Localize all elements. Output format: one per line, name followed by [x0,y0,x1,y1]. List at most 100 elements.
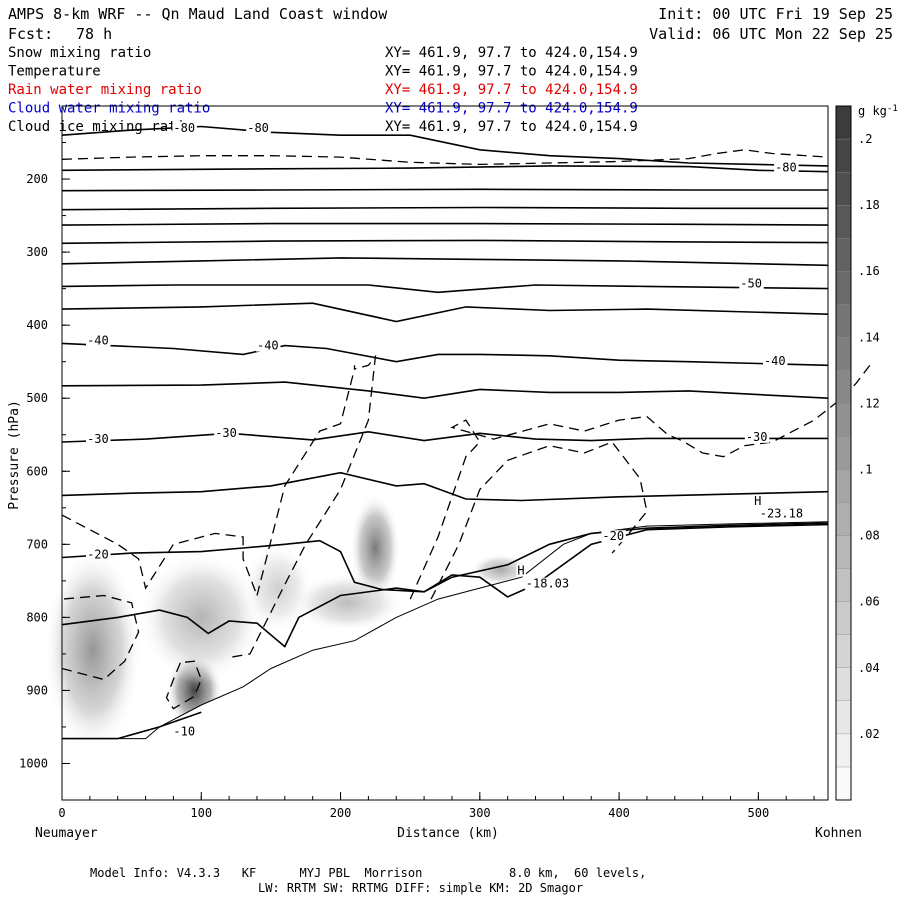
contour-label-bg [739,277,764,290]
colorbar-tick-label: .02 [858,727,880,741]
temp-contour [61,239,829,245]
contour-label: -50 [740,276,762,290]
y-tick-label: 1000 [19,756,48,770]
ice-contour [61,514,258,596]
contour-label: -20 [602,529,624,543]
field-xy: XY= 461.9, 97.7 to 424.0,154.9 [385,45,638,61]
contour-label: -40 [257,339,279,353]
field-name: Cloud water mixing ratio [8,101,210,117]
field-name: Rain water mixing ratio [8,82,202,98]
temp-contour [61,342,829,367]
colorbar-band [835,535,852,569]
ice-contour [61,594,140,681]
temperature-contours [61,125,829,740]
ice-contour [409,364,871,600]
contour-label-bg [744,430,770,443]
terrain-mask [62,521,828,800]
ice-contour [61,149,829,166]
y-tick-label: 200 [26,172,48,186]
contour-label: -30 [746,430,768,444]
temp-contour [61,206,828,211]
forecast-label: Fcst: [8,25,53,43]
y-tick-label: 500 [26,391,48,405]
colorbar-tick-label: .04 [858,661,880,675]
temp-contour [61,284,829,294]
x-right-label: Kohnen [815,826,862,841]
y-tick-label: 700 [26,537,48,551]
colorbar-band [835,667,852,702]
contour-label-bg [214,427,239,440]
snow-blob [138,551,264,684]
colorbar-band [835,436,852,470]
colorbar-band [835,271,852,305]
contour-label-bg [516,564,526,577]
colorbar-band [835,171,852,206]
colorbar-band [835,766,852,801]
snow-blob [43,547,142,753]
colorbar-tick-label: .12 [858,396,880,410]
temp-contour [61,523,829,648]
x-axis: 0 100 200 300 400 500 [58,792,815,820]
colorbar-band [835,204,852,239]
colorbar-frame [835,105,852,801]
temp-contour [61,471,829,502]
temp-contour [62,711,202,740]
ice-contour [228,354,377,659]
temp-contour [61,222,829,226]
temp-contour [61,430,828,443]
x-tick-label: 0 [58,806,65,820]
plot-frame [61,105,829,801]
contour-label-bg [601,530,626,543]
contour-label: -30 [215,426,237,440]
colorbar-tick-label: .2 [858,132,872,146]
colorbar-tick-label: .08 [858,529,880,543]
field-name: Temperature [8,64,101,80]
contour-label: -10 [173,724,195,738]
colorbar: .02 .04 .06 .08 .1 .12 .14 .16 .18 .2 [835,105,880,801]
field-xy: XY= 461.9, 97.7 to 424.0,154.9 [385,64,638,80]
contour-label-bg [172,121,197,134]
cloud-ice-contours [61,149,871,710]
colorbar-band [835,138,852,173]
contour-label: -80 [247,121,269,135]
colorbar-band [835,700,852,735]
contour-label: -40 [87,333,109,347]
model-info-physics: LW: RRTM SW: RRTMG DIFF: simple KM: 2D S… [258,881,583,895]
colorbar-band [835,733,852,768]
x-tick-label: 500 [748,806,770,820]
x-tick-label: 200 [330,806,352,820]
field-xy: XY= 461.9, 97.7 to 424.0,154.9 [385,119,638,135]
colorbar-band [835,568,852,602]
field-legend: Snow mixing ratio XY= 461.9, 97.7 to 424.… [8,45,638,135]
contour-label: H [754,494,761,508]
y-tick-label: 800 [26,610,48,624]
colorbar-band [835,337,852,371]
colorbar-band [835,469,852,503]
y-tick-label: 600 [26,464,48,478]
contour-label-bg [255,339,281,352]
field-xy: XY= 461.9, 97.7 to 424.0,154.9 [385,82,638,98]
colorbar-band [835,502,852,536]
field-name: Cloud ice mixing ratio [8,119,193,135]
temp-contour [61,302,829,323]
contour-label-bg [246,121,271,134]
valid-time: Valid: 06 UTC Mon 22 Sep 25 [649,25,893,43]
snow-blob [470,553,532,586]
contour-label: -40 [764,354,786,368]
colorbar-band [835,370,852,404]
colorbar-band [835,105,852,140]
colorbar-band [835,238,852,272]
contour-label-bg [753,495,763,508]
contour-label-bg [86,548,111,561]
init-time: Init: 00 UTC Fri 19 Sep 25 [658,5,893,23]
chart-title: AMPS 8-km WRF -- Qn Maud Land Coast wind… [8,5,388,23]
contour-label-bg [86,433,111,446]
colorbar-tick-label: .06 [858,595,880,609]
colorbar-unit: g kg-1 [858,104,898,118]
contour-label-bg [774,161,799,174]
y-tick-label: 900 [26,683,48,697]
y-axis-title: Pressure (hPa) [7,400,22,510]
ice-contour [165,660,202,710]
contour-label: -30 [87,432,109,446]
